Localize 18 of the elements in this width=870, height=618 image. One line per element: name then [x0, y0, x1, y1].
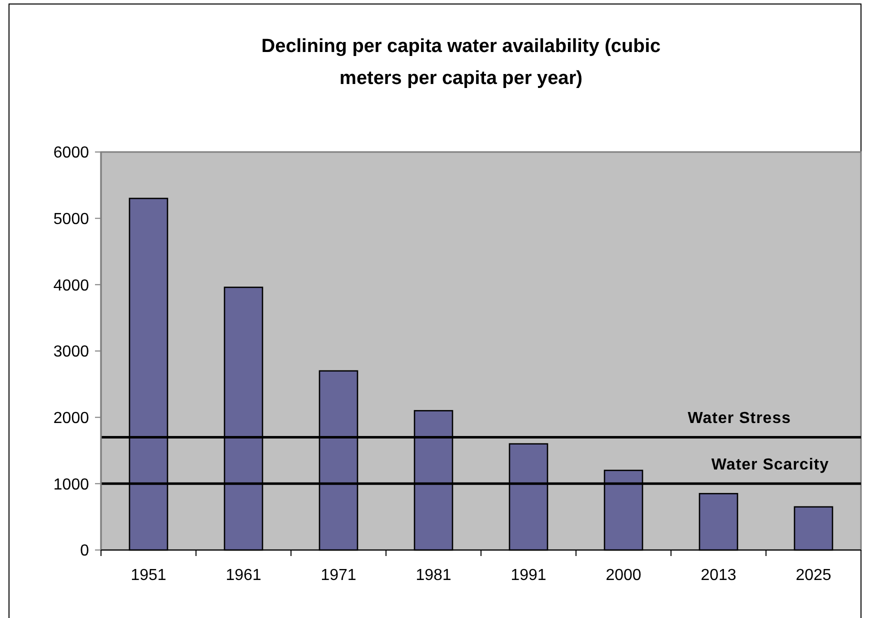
- y-tick-label: 2000: [53, 410, 90, 427]
- x-tick-label: 1961: [226, 567, 262, 584]
- x-tick-label: 1951: [130, 567, 166, 584]
- x-tick-label: 2025: [796, 567, 832, 584]
- ref-line-label: Water Stress: [688, 410, 791, 428]
- y-tick-label: 4000: [53, 277, 90, 294]
- x-tick-label: 2000: [606, 567, 642, 584]
- y-tick-label: 1000: [53, 476, 90, 494]
- ref-line-label: Water Scarcity: [711, 456, 829, 474]
- y-tick-label: 6000: [53, 144, 90, 162]
- y-tick-label: 0: [80, 542, 90, 560]
- x-tick-label: 2013: [700, 567, 736, 584]
- x-tick-label: 1981: [416, 567, 452, 584]
- y-tick-label: 5000: [53, 210, 90, 228]
- y-tick-label: 3000: [53, 344, 90, 361]
- chart-title: Declining per capita water availability (cubic meters per capita per year): [261, 36, 661, 89]
- x-tick-label: 1971: [320, 567, 356, 584]
- x-tick-label: 1991: [510, 567, 546, 584]
